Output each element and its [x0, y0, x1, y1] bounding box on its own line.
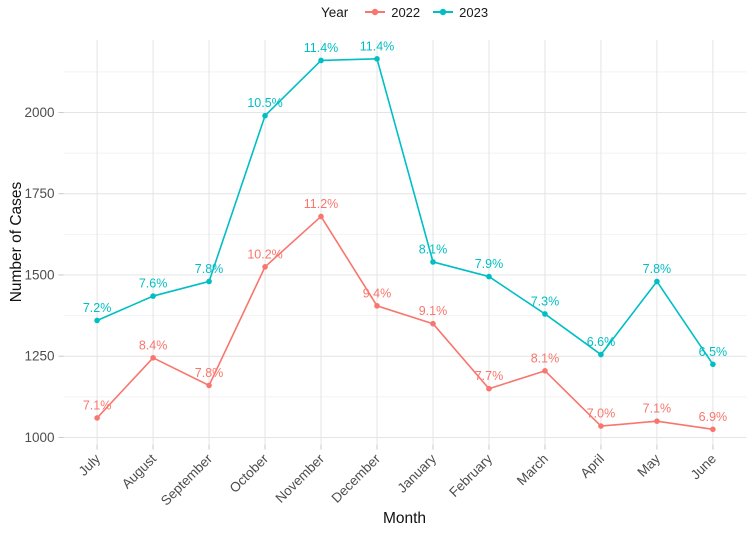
series-line-2022: [96, 215, 714, 431]
data-label-2022: 7.1%: [643, 402, 672, 416]
data-point-2022: [318, 213, 324, 220]
x-tick-label: August: [119, 451, 160, 492]
legend-key-icon: [365, 8, 386, 16]
data-label-2023: 6.6%: [587, 335, 616, 349]
y-tick-label: 2000: [24, 105, 54, 120]
x-tick-label: February: [446, 451, 495, 500]
data-label-2023: 7.8%: [643, 262, 672, 276]
data-point-2022: [598, 423, 604, 429]
data-point-2023: [94, 317, 100, 324]
data-label-2023: 7.3%: [531, 294, 560, 308]
legend-title: Year: [320, 4, 349, 20]
data-label-2022: 6.9%: [699, 410, 728, 424]
legend-label: 2022: [391, 4, 421, 20]
legend-entry-2022: 2022: [364, 5, 420, 20]
data-label-2023: 7.2%: [83, 301, 112, 315]
data-label-2022: 7.7%: [475, 369, 504, 383]
x-tick-label: September: [158, 451, 216, 509]
x-tick-label: November: [272, 451, 327, 506]
data-label-2022: 7.8%: [195, 366, 224, 380]
data-point-2022: [150, 355, 156, 361]
data-point-2022: [486, 385, 492, 392]
y-tick-label: 1500: [24, 267, 54, 282]
x-tick-label: October: [227, 451, 272, 496]
x-tick-label: April: [577, 451, 607, 481]
data-point-2023: [542, 311, 548, 317]
data-label-2023: 7.9%: [475, 257, 504, 271]
y-tick-label: 1000: [24, 430, 54, 445]
data-point-2022: [654, 418, 660, 425]
data-label-2022: 7.1%: [83, 398, 112, 412]
data-point-2023: [262, 112, 268, 119]
data-point-2022: [262, 264, 268, 270]
y-tick-label: 1750: [24, 186, 54, 201]
data-point-2023: [598, 351, 604, 358]
data-point-2022: [542, 368, 548, 374]
legend-key-icon: [433, 8, 454, 16]
x-tick-label: May: [634, 451, 663, 480]
data-label-2023: 8.1%: [419, 242, 448, 256]
x-tick-label: January: [395, 451, 440, 496]
data-point-2022: [374, 303, 380, 309]
data-label-2022: 7.0%: [587, 407, 616, 421]
x-tick-label: December: [328, 451, 383, 506]
data-point-2022: [430, 320, 436, 327]
y-tick-label: 1250: [24, 349, 54, 364]
x-tick-label: June: [688, 451, 719, 482]
x-tick-label: July: [76, 451, 104, 479]
data-label-2023: 11.4%: [360, 39, 395, 53]
series-line-2023: [96, 58, 714, 366]
data-point-2023: [486, 273, 492, 280]
legend: Year 2022 2023: [63, 2, 746, 22]
x-axis-title: Month: [382, 510, 427, 527]
data-point-2023: [150, 293, 156, 299]
data-point-2023: [654, 278, 660, 285]
data-label-2022: 9.4%: [363, 286, 392, 300]
data-label-2022: 10.2%: [247, 247, 282, 261]
data-point-2023: [430, 259, 436, 265]
data-point-2023: [318, 57, 324, 64]
data-point-2022: [710, 426, 716, 433]
data-label-2023: 11.4%: [304, 41, 339, 55]
legend-entry-2023: 2023: [432, 5, 488, 20]
data-point-2023: [710, 361, 716, 368]
x-tick-label: March: [514, 451, 551, 488]
data-label-2022: 8.4%: [139, 338, 168, 352]
data-label-2022: 8.1%: [531, 351, 560, 365]
data-label-2023: 7.6%: [139, 277, 168, 291]
data-point-2023: [206, 278, 212, 285]
data-label-2023: 6.5%: [699, 345, 728, 359]
data-label-2022: 11.2%: [304, 197, 339, 211]
legend-label: 2023: [459, 4, 489, 20]
y-axis-title: Number of Cases: [8, 181, 25, 303]
data-point-2022: [94, 415, 100, 421]
data-point-2023: [374, 56, 380, 62]
data-point-2022: [206, 382, 212, 389]
data-label-2022: 9.1%: [419, 304, 448, 318]
legend-entries: 2022 2023: [364, 5, 488, 20]
data-label-2023: 7.8%: [195, 262, 224, 276]
data-label-2023: 10.5%: [247, 96, 282, 110]
